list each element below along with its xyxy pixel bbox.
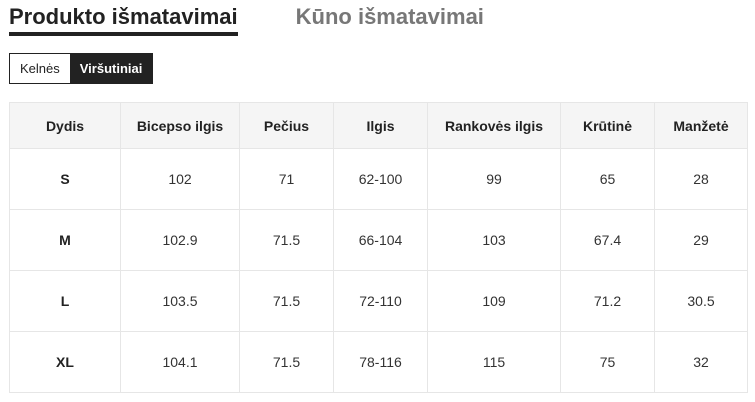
table-cell: 78-116	[333, 331, 428, 393]
table-row: L 103.5 71.5 72-110 109 71.2 30.5	[9, 270, 748, 332]
column-header: Manžetė	[654, 102, 748, 149]
toggle-tops[interactable]: Viršutiniai	[69, 54, 153, 83]
size-table: Dydis Bicepso ilgis Pečius Ilgis Rankovės il…	[9, 102, 748, 393]
table-cell: 102	[120, 148, 240, 210]
table-cell: 103	[427, 209, 561, 271]
table-cell: 71.5	[239, 331, 334, 393]
table-cell: 67.4	[560, 209, 655, 271]
table-cell: 103.5	[120, 270, 240, 332]
table-header-row: Dydis Bicepso ilgis Pečius Ilgis Rankovės il…	[9, 102, 748, 149]
table-cell: 30.5	[654, 270, 748, 332]
column-header: Krūtinė	[560, 102, 655, 149]
measurement-tabs: Produkto išmatavimai Kūno išmatavimai	[9, 4, 542, 36]
table-cell: 71.5	[239, 270, 334, 332]
tab-body-measurements[interactable]: Kūno išmatavimai	[295, 4, 484, 29]
column-header: Pečius	[239, 102, 334, 149]
table-cell: 71.5	[239, 209, 334, 271]
table-cell: 71.2	[560, 270, 655, 332]
table-cell: 62-100	[333, 148, 428, 210]
column-header: Ilgis	[333, 102, 428, 149]
table-cell: 66-104	[333, 209, 428, 271]
size-cell: M	[9, 209, 121, 271]
table-cell: 71	[239, 148, 334, 210]
table-cell: 29	[654, 209, 748, 271]
table-row: S 102 71 62-100 99 65 28	[9, 148, 748, 210]
table-cell: 65	[560, 148, 655, 210]
table-cell: 99	[427, 148, 561, 210]
table-cell: 75	[560, 331, 655, 393]
table-cell: 109	[427, 270, 561, 332]
table-row: XL 104.1 71.5 78-116 115 75 32	[9, 331, 748, 393]
size-cell: L	[9, 270, 121, 332]
column-header: Rankovės ilgis	[427, 102, 561, 149]
table-cell: 32	[654, 331, 748, 393]
table-cell: 72-110	[333, 270, 428, 332]
table-cell: 104.1	[120, 331, 240, 393]
table-cell: 28	[654, 148, 748, 210]
category-toggle: Kelnės Viršutiniai	[9, 53, 154, 84]
table-cell: 115	[427, 331, 561, 393]
column-header: Dydis	[9, 102, 121, 149]
table-row: M 102.9 71.5 66-104 103 67.4 29	[9, 209, 748, 271]
column-header: Bicepso ilgis	[120, 102, 240, 149]
toggle-pants[interactable]: Kelnės	[20, 61, 60, 76]
tab-product-measurements[interactable]: Produkto išmatavimai	[9, 4, 238, 36]
size-cell: S	[9, 148, 121, 210]
size-cell: XL	[9, 331, 121, 393]
table-cell: 102.9	[120, 209, 240, 271]
